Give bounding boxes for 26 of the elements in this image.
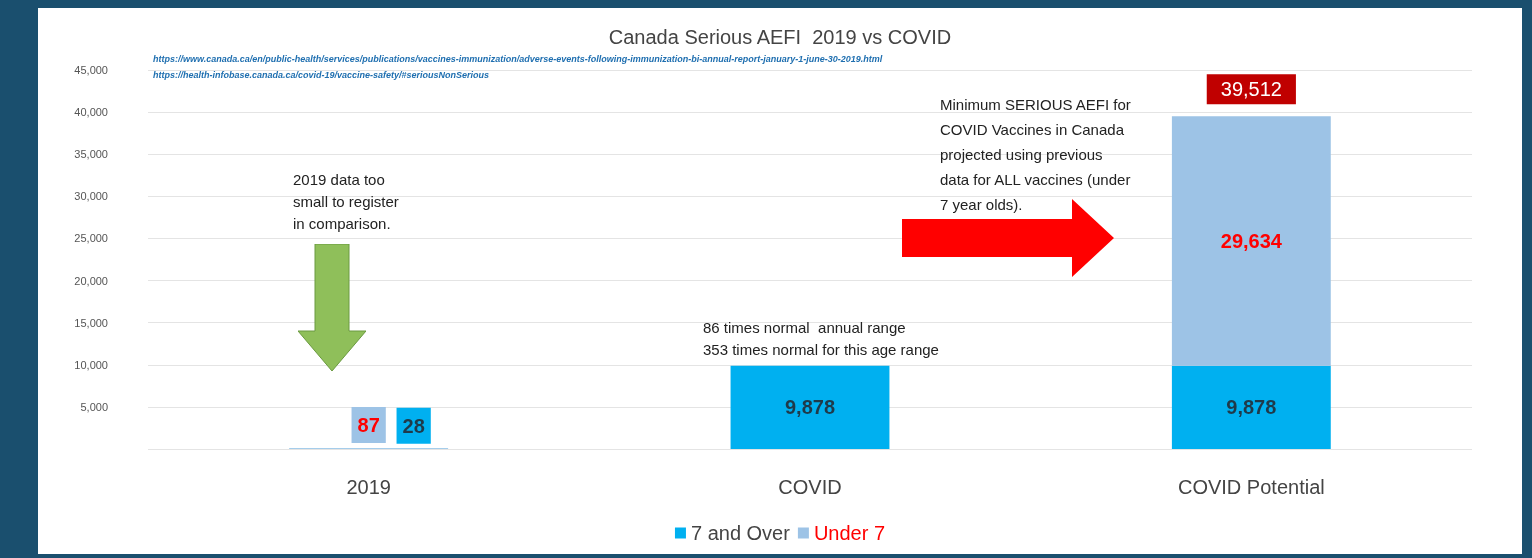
annotation: https://health-infobase.canada.ca/covid-19/vaccine-safety/#seriousNonSerious <box>153 69 490 80</box>
y-tick-label: 20,000 <box>74 274 108 287</box>
y-tick-label: 40,000 <box>74 106 108 119</box>
data-label: 29,634 <box>1220 230 1283 253</box>
annotation: Minimum SERIOUS AEFI for COVID Vaccines in Canada projected using previous data for ALL vaccines (under 7 year olds). <box>940 96 1131 213</box>
annotation: 2019 data too small to register in comparison. <box>293 170 399 232</box>
legend-label: 7 and Over <box>690 522 791 544</box>
x-tick-label: COVID Potential <box>1177 476 1325 498</box>
data-label: 28 <box>402 414 425 437</box>
x-tick-label: 2019 <box>346 476 391 498</box>
y-tick-label: 35,000 <box>74 148 108 161</box>
data-label: 9,878 <box>1226 396 1277 419</box>
y-tick-label: 30,000 <box>74 190 108 203</box>
y-tick-label: 5,000 <box>80 400 108 413</box>
total-label: 39,512 <box>1220 78 1282 101</box>
y-tick-label: 15,000 <box>74 316 108 329</box>
data-label: 9,878 <box>784 396 836 419</box>
text: https://www.canada.ca/en/public-health/services/publications/vaccines-immunization/adverse-events-following-immunization-bi-annual-report-january-1-june-30-2019.html <box>153 53 883 64</box>
legend-label: Under 7 <box>813 522 886 544</box>
y-tick-label: 10,000 <box>74 358 108 371</box>
data-label: 87 <box>357 414 380 437</box>
annotation: 86 times normal annual range 353 times normal for this age range <box>703 318 939 358</box>
y-tick-label: 25,000 <box>74 232 108 245</box>
x-tick-label: COVID <box>778 476 842 498</box>
chart-title: Canada Serious AEFI 2019 vs COVID <box>608 26 952 48</box>
y-tick-label: 45,000 <box>74 64 108 76</box>
